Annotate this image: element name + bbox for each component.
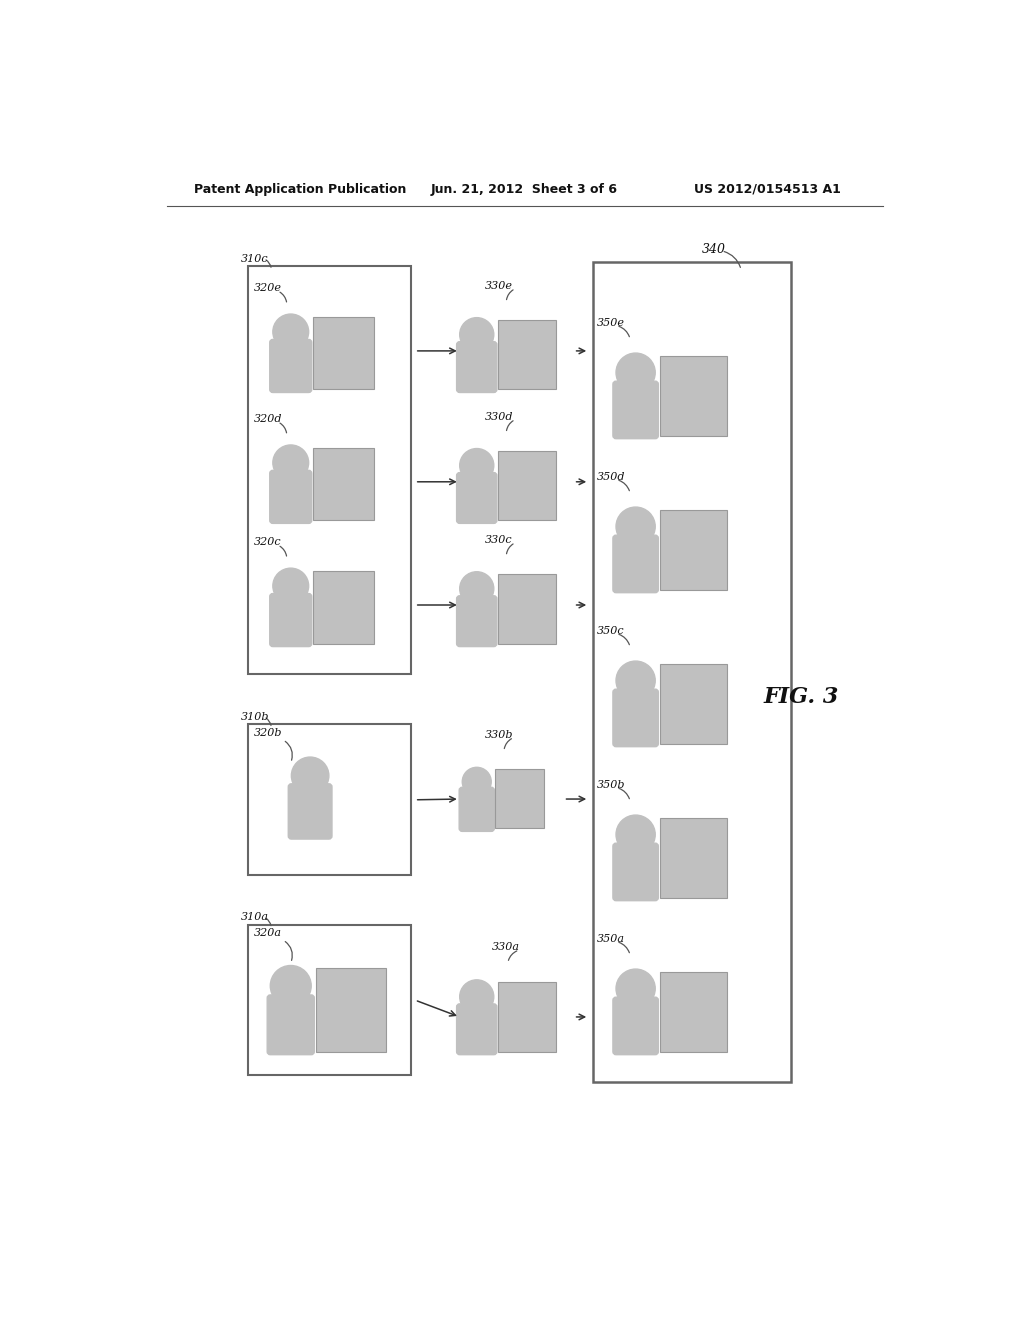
FancyArrowPatch shape — [266, 919, 271, 925]
Circle shape — [460, 318, 494, 351]
Circle shape — [616, 352, 655, 392]
FancyBboxPatch shape — [613, 381, 658, 438]
Bar — [312, 570, 374, 644]
Text: 310c: 310c — [241, 253, 268, 264]
FancyArrowPatch shape — [286, 742, 292, 760]
Circle shape — [460, 979, 494, 1014]
Text: 310b: 310b — [241, 711, 269, 722]
Circle shape — [270, 965, 311, 1006]
Bar — [659, 510, 727, 590]
FancyArrowPatch shape — [618, 480, 630, 491]
Circle shape — [616, 969, 655, 1008]
Bar — [659, 818, 727, 898]
Circle shape — [272, 568, 308, 603]
FancyBboxPatch shape — [289, 784, 332, 840]
Text: 320b: 320b — [254, 729, 283, 738]
FancyArrowPatch shape — [618, 788, 630, 799]
FancyArrowPatch shape — [618, 942, 630, 953]
Circle shape — [616, 814, 655, 854]
FancyArrowPatch shape — [509, 950, 517, 961]
FancyBboxPatch shape — [613, 689, 658, 747]
Text: 310a: 310a — [241, 912, 268, 923]
Text: 330e: 330e — [484, 281, 512, 290]
Bar — [498, 574, 556, 644]
Bar — [312, 317, 374, 389]
Bar — [659, 972, 727, 1052]
FancyArrowPatch shape — [286, 941, 292, 961]
Text: 330c: 330c — [484, 535, 512, 545]
Bar — [659, 664, 727, 743]
FancyBboxPatch shape — [269, 339, 311, 392]
FancyBboxPatch shape — [613, 997, 658, 1055]
Bar — [312, 447, 374, 520]
FancyBboxPatch shape — [457, 595, 497, 647]
Text: 320d: 320d — [254, 414, 283, 424]
FancyBboxPatch shape — [613, 535, 658, 593]
FancyArrowPatch shape — [266, 718, 271, 726]
FancyArrowPatch shape — [507, 290, 513, 300]
FancyArrowPatch shape — [280, 546, 287, 556]
FancyArrowPatch shape — [724, 252, 740, 268]
FancyBboxPatch shape — [613, 843, 658, 900]
Text: 330b: 330b — [484, 730, 513, 739]
FancyArrowPatch shape — [618, 326, 630, 337]
FancyBboxPatch shape — [457, 1003, 497, 1055]
Circle shape — [460, 449, 494, 482]
Bar — [659, 356, 727, 436]
Text: FIG. 3: FIG. 3 — [764, 686, 839, 709]
Bar — [248, 924, 411, 1074]
Circle shape — [616, 507, 655, 546]
Text: 350e: 350e — [597, 318, 625, 327]
Bar — [315, 969, 386, 1052]
Text: 350a: 350a — [597, 933, 625, 944]
FancyBboxPatch shape — [457, 473, 497, 524]
FancyBboxPatch shape — [457, 342, 497, 392]
Bar — [248, 725, 411, 875]
Text: 320e: 320e — [254, 284, 283, 293]
Bar — [498, 451, 556, 520]
FancyArrowPatch shape — [504, 739, 511, 748]
FancyArrowPatch shape — [266, 260, 271, 267]
Text: 350c: 350c — [597, 626, 625, 636]
FancyArrowPatch shape — [507, 421, 513, 430]
Text: 320c: 320c — [254, 537, 282, 548]
Circle shape — [272, 445, 308, 480]
FancyArrowPatch shape — [507, 544, 513, 553]
Bar — [593, 263, 791, 1082]
Circle shape — [272, 314, 308, 350]
Bar — [498, 982, 556, 1052]
FancyArrowPatch shape — [618, 635, 630, 644]
Bar — [248, 267, 411, 675]
FancyArrowPatch shape — [280, 424, 287, 433]
Text: Patent Application Publication: Patent Application Publication — [194, 182, 407, 195]
Circle shape — [460, 572, 494, 606]
Text: 330a: 330a — [493, 941, 520, 952]
Text: US 2012/0154513 A1: US 2012/0154513 A1 — [693, 182, 841, 195]
Text: 350b: 350b — [597, 780, 626, 789]
FancyBboxPatch shape — [267, 995, 314, 1055]
Circle shape — [462, 767, 492, 796]
FancyBboxPatch shape — [459, 787, 495, 832]
Text: 320a: 320a — [254, 928, 283, 939]
Bar — [495, 770, 544, 829]
FancyArrowPatch shape — [280, 292, 287, 302]
Bar — [498, 321, 556, 389]
FancyBboxPatch shape — [269, 470, 311, 524]
Text: 330d: 330d — [484, 412, 513, 422]
Text: 350d: 350d — [597, 471, 626, 482]
Text: 340: 340 — [701, 243, 726, 256]
Circle shape — [616, 661, 655, 700]
Circle shape — [292, 758, 329, 795]
FancyBboxPatch shape — [269, 594, 311, 647]
Text: Jun. 21, 2012  Sheet 3 of 6: Jun. 21, 2012 Sheet 3 of 6 — [430, 182, 617, 195]
